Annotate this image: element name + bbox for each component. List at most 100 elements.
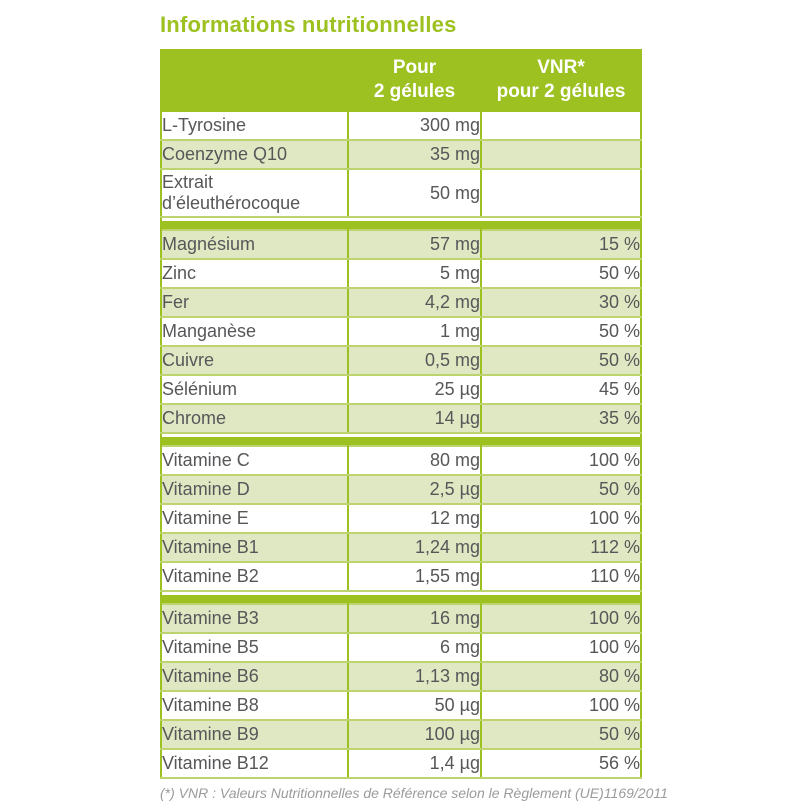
nutrient-vnr <box>480 110 642 141</box>
nutrient-name: Sélénium <box>160 374 349 405</box>
table-row: Vitamine B5 6 mg 100 % <box>160 632 642 663</box>
nutrient-amount: 50 mg <box>347 168 482 218</box>
table-row: Vitamine B2 1,55 mg 110 % <box>160 561 642 592</box>
section-separator <box>160 432 642 446</box>
nutrient-name: Vitamine B12 <box>160 748 349 779</box>
nutrient-name: L-Tyrosine <box>160 110 349 141</box>
nutrient-vnr: 50 % <box>480 258 642 289</box>
table-row: Vitamine B8 50 µg 100 % <box>160 690 642 721</box>
nutrient-amount: 5 mg <box>347 258 482 289</box>
table-row: Coenzyme Q10 35 mg <box>160 139 642 170</box>
nutrient-name: Cuivre <box>160 345 349 376</box>
nutrient-vnr: 50 % <box>480 719 642 750</box>
nutrient-amount: 12 mg <box>347 503 482 534</box>
nutrient-name: Vitamine E <box>160 503 349 534</box>
nutrient-name: Vitamine B1 <box>160 532 349 563</box>
section-separator <box>160 590 642 604</box>
nutrient-amount: 2,5 µg <box>347 474 482 505</box>
nutrient-vnr: 100 % <box>480 503 642 534</box>
nutrient-vnr: 50 % <box>480 316 642 347</box>
separator-band <box>162 437 640 445</box>
separator-cell <box>160 590 642 604</box>
nutrient-vnr: 100 % <box>480 603 642 634</box>
nutrient-name: Manganèse <box>160 316 349 347</box>
header-amount-line1: Pour <box>392 57 437 78</box>
table-row: Sélénium 25 µg 45 % <box>160 374 642 405</box>
nutrient-amount: 0,5 mg <box>347 345 482 376</box>
separator-cell <box>160 432 642 446</box>
nutrient-vnr: 50 % <box>480 345 642 376</box>
table-row: Vitamine B1 1,24 mg 112 % <box>160 532 642 563</box>
nutrient-vnr: 100 % <box>480 690 642 721</box>
table-row: Cuivre 0,5 mg 50 % <box>160 345 642 376</box>
table-row: Zinc 5 mg 50 % <box>160 258 642 289</box>
separator-band <box>162 595 640 603</box>
header-vnr-line2: pour 2 gélules <box>496 81 626 102</box>
nutrient-name: Vitamine B2 <box>160 561 349 592</box>
nutrient-name: Coenzyme Q10 <box>160 139 349 170</box>
separator-cell <box>160 216 642 230</box>
nutrient-vnr <box>480 139 642 170</box>
page-title: Informations nutritionnelles <box>160 12 457 37</box>
table-row: Extrait d’éleuthérocoque 50 mg <box>160 168 642 218</box>
nutrient-amount: 1,4 µg <box>347 748 482 779</box>
nutrient-vnr: 15 % <box>480 229 642 260</box>
table-row: Magnésium 57 mg 15 % <box>160 229 642 260</box>
nutrient-amount: 80 mg <box>347 445 482 476</box>
nutrient-name: Vitamine C <box>160 445 349 476</box>
header-vnr-line1: VNR* <box>537 57 585 78</box>
nutrient-amount: 35 mg <box>347 139 482 170</box>
nutrient-vnr: 112 % <box>480 532 642 563</box>
nutrient-amount: 57 mg <box>347 229 482 260</box>
header-row: Pour 2 gélules VNR* pour 2 gélules <box>160 49 642 112</box>
nutrient-name: Vitamine B9 <box>160 719 349 750</box>
nutrient-vnr <box>480 168 642 218</box>
nutrient-amount: 300 mg <box>347 110 482 141</box>
nutrient-vnr: 100 % <box>480 632 642 663</box>
nutrient-name: Vitamine B3 <box>160 603 349 634</box>
nutrient-amount: 1,55 mg <box>347 561 482 592</box>
table-row: Vitamine D 2,5 µg 50 % <box>160 474 642 505</box>
nutrient-amount: 14 µg <box>347 403 482 434</box>
nutrient-vnr: 35 % <box>480 403 642 434</box>
nutrient-amount: 1 mg <box>347 316 482 347</box>
nutrient-amount: 1,13 mg <box>347 661 482 692</box>
separator-band <box>162 221 640 229</box>
table-body: L-Tyrosine 300 mg Coenzyme Q10 35 mg Extrait… <box>160 110 642 779</box>
nutrient-name: Magnésium <box>160 229 349 260</box>
nutrient-amount: 4,2 mg <box>347 287 482 318</box>
header-amount: Pour 2 gélules <box>347 49 482 112</box>
nutrient-name: Vitamine B8 <box>160 690 349 721</box>
nutrient-amount: 6 mg <box>347 632 482 663</box>
nutrient-name: Vitamine B6 <box>160 661 349 692</box>
nutrient-amount: 100 µg <box>347 719 482 750</box>
nutrient-name: Vitamine D <box>160 474 349 505</box>
nutrient-vnr: 50 % <box>480 474 642 505</box>
nutrient-name: Extrait d’éleuthérocoque <box>160 168 349 218</box>
nutrient-amount: 16 mg <box>347 603 482 634</box>
nutrient-vnr: 45 % <box>480 374 642 405</box>
table-row: Vitamine E 12 mg 100 % <box>160 503 642 534</box>
footnote: (*) VNR : Valeurs Nutritionnelles de Réf… <box>160 785 668 801</box>
nutrient-vnr: 56 % <box>480 748 642 779</box>
nutrient-name: Zinc <box>160 258 349 289</box>
table-row: Vitamine B9 100 µg 50 % <box>160 719 642 750</box>
header-vnr: VNR* pour 2 gélules <box>480 49 642 112</box>
table-row: Vitamine B6 1,13 mg 80 % <box>160 661 642 692</box>
nutrient-amount: 50 µg <box>347 690 482 721</box>
nutrient-vnr: 30 % <box>480 287 642 318</box>
table-row: Vitamine C 80 mg 100 % <box>160 445 642 476</box>
nutrient-vnr: 100 % <box>480 445 642 476</box>
nutrient-name: Chrome <box>160 403 349 434</box>
header-amount-line2: 2 gélules <box>373 81 456 102</box>
nutrient-name: Vitamine B5 <box>160 632 349 663</box>
table-row: Vitamine B12 1,4 µg 56 % <box>160 748 642 779</box>
table-row: Vitamine B3 16 mg 100 % <box>160 603 642 634</box>
nutrient-vnr: 110 % <box>480 561 642 592</box>
section-separator <box>160 216 642 230</box>
nutrition-panel: Informations nutritionnelles Pour 2 gélu… <box>160 0 668 801</box>
table-row: Manganèse 1 mg 50 % <box>160 316 642 347</box>
nutrition-table: Pour 2 gélules VNR* pour 2 gélules L-Tyr… <box>160 49 642 779</box>
nutrient-name: Fer <box>160 287 349 318</box>
table-row: Fer 4,2 mg 30 % <box>160 287 642 318</box>
